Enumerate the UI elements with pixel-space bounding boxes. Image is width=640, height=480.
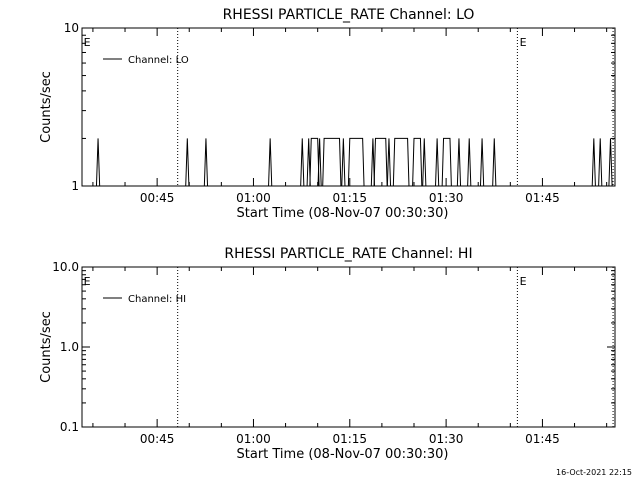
data-spike <box>467 138 472 187</box>
x-tick-label: 00:45 <box>140 191 175 205</box>
y-axis-label: Counts/sec <box>39 311 54 383</box>
y-tick-label: 10.0 <box>52 260 79 274</box>
footer-timestamp: 16-Oct-2021 22:15 <box>556 468 632 477</box>
data-spike <box>185 138 190 187</box>
x-tick-label: 00:45 <box>140 432 175 446</box>
data-spike <box>386 138 392 187</box>
plot-frame <box>81 27 616 187</box>
event-marker: E <box>84 36 91 49</box>
x-axis-label: Start Time (08-Nov-07 00:30:30) <box>237 206 449 221</box>
data-plateau <box>347 137 365 187</box>
data-spike <box>492 138 497 187</box>
data-spike <box>422 138 427 187</box>
data-spike <box>370 138 376 187</box>
data-plateau <box>322 137 342 187</box>
data-spike <box>435 138 440 187</box>
data-spike <box>203 138 209 187</box>
legend-label: Channel: LO <box>128 55 189 66</box>
data-spike <box>95 138 101 187</box>
event-marker: E <box>84 275 91 288</box>
data-plateau <box>392 137 410 187</box>
x-tick-label: 01:30 <box>429 191 464 205</box>
y-tick-label: 1.0 <box>60 340 79 354</box>
data-plateau <box>309 137 320 187</box>
data-spike <box>268 138 273 187</box>
panel-2: RHESSI PARTICLE_RATE Channel: HI 00:45 01:… <box>39 246 616 462</box>
y-tick-label: 0.1 <box>60 420 79 434</box>
data-spike <box>598 138 603 187</box>
x-tick-label: 01:15 <box>332 432 367 446</box>
chart-title: RHESSI PARTICLE_RATE Channel: HI <box>224 246 472 262</box>
event-marker: E <box>520 275 527 288</box>
data-spike <box>300 138 305 187</box>
plot-frame <box>81 266 616 428</box>
data-plateau <box>441 137 452 187</box>
y-tick-label: 10 <box>64 21 79 35</box>
x-axis-label: Start Time (08-Nov-07 00:30:30) <box>237 447 449 462</box>
event-marker: E <box>520 36 527 49</box>
x-tick-label: 01:00 <box>236 432 271 446</box>
x-tick-label: 01:45 <box>525 432 560 446</box>
legend-label: Channel: HI <box>128 294 186 305</box>
data-spike <box>591 138 596 187</box>
data-plateau <box>412 137 423 187</box>
data-plateau <box>373 137 388 187</box>
x-tick-label: 01:30 <box>429 432 464 446</box>
y-tick-label: 1 <box>71 179 79 193</box>
chart-title: RHESSI PARTICLE_RATE Channel: LO <box>223 7 475 23</box>
data-spike <box>306 138 311 187</box>
data-spike <box>341 138 346 187</box>
x-tick-label: 01:15 <box>332 191 367 205</box>
data-spike <box>608 138 613 187</box>
y-axis-label: Counts/sec <box>39 71 54 143</box>
data-spike <box>479 138 485 187</box>
data-spike <box>456 138 462 187</box>
panel-1: RHESSI PARTICLE_RATE Channel: LO 00:45 01:… <box>39 7 616 221</box>
x-tick-label: 01:45 <box>525 191 560 205</box>
x-tick-label: 01:00 <box>236 191 271 205</box>
